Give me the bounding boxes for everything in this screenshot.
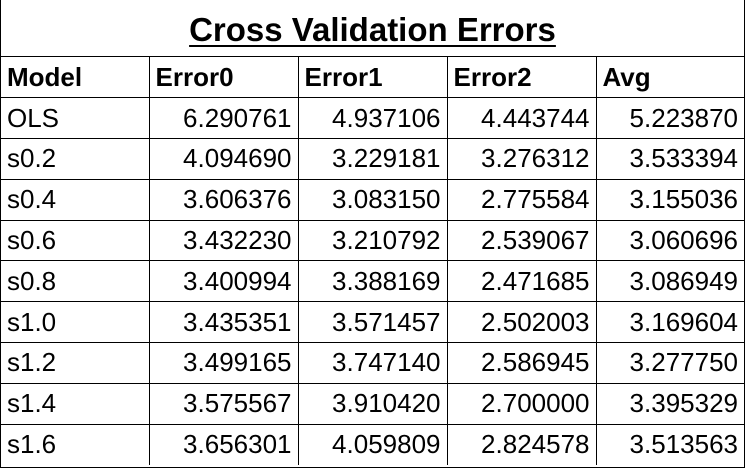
table-row: s1.2 3.499165 3.747140 2.586945 3.277750 [1,342,744,384]
cell-error2: 4.443744 [447,97,597,140]
cell-error2: 2.539067 [447,220,597,262]
cell-avg: 3.155036 [596,179,744,221]
cell-avg: 3.277750 [596,342,744,384]
cell-avg: 3.395329 [596,383,744,425]
cell-error0: 4.094690 [149,138,299,180]
cell-error1: 3.747140 [298,342,448,384]
table-row: s0.8 3.400994 3.388169 2.471685 3.086949 [1,260,744,303]
cell-error1: 3.083150 [298,179,448,221]
cell-error1: 3.210792 [298,220,448,262]
cell-avg: 3.513563 [629,429,738,460]
cell-model: s0.6 [1,220,150,262]
column-header-error0: Error0 [149,57,299,99]
cell-error0: 3.499165 [149,342,299,384]
cell-error1: 3.910420 [298,383,448,425]
table-row: s1.6 3.656301 4.059809 2.824578 3.513563 [1,424,744,465]
column-header-error2: Error2 [447,57,597,99]
cell-error2: 3.276312 [447,138,597,180]
cell-error0: 3.606376 [149,179,299,221]
cell-model: s1.0 [1,301,150,344]
header-row: Model Error0 Error1 Error2 Avg [1,57,744,99]
cell-model: s1.6 [1,424,150,465]
cell-error0: 6.290761 [149,97,299,140]
cell-avg: 3.060696 [596,220,744,262]
cell-error0: 3.575567 [149,383,299,425]
table-row: s1.4 3.575567 3.910420 2.700000 3.395329 [1,383,744,425]
cell-error2: 2.502003 [447,301,597,344]
cell-avg: 3.086949 [596,260,744,303]
cell-error2: 2.471685 [447,260,597,303]
cell-error2: 2.700000 [447,383,597,425]
cell-error2: 2.824578 [447,424,597,465]
cell-error0: 3.432230 [149,220,299,262]
cell-error1: 4.937106 [298,97,448,140]
table-row: s0.6 3.432230 3.210792 2.539067 3.060696 [1,220,744,262]
cell-error1: 3.229181 [298,138,448,180]
table-row: OLS 6.290761 4.937106 4.443744 5.223870 [1,97,744,140]
cell-model: s1.2 [1,342,150,384]
cell-error1: 4.059809 [298,424,448,465]
column-header-avg: Avg [596,57,744,99]
table-row: s1.0 3.435351 3.571457 2.502003 3.169604 [1,301,744,344]
table-row: s0.4 3.606376 3.083150 2.775584 3.155036 [1,179,744,221]
cell-avg: 3.533394 [596,138,744,180]
cell-error2: 2.775584 [447,179,597,221]
column-header-model: Model [1,57,150,99]
column-header-error1: Error1 [298,57,448,99]
cell-error0: 3.400994 [149,260,299,303]
table-row: s0.2 4.094690 3.229181 3.276312 3.533394 [1,138,744,180]
title-row: Cross Validation Errors [1,0,744,57]
cell-error0: 3.435351 [149,301,299,344]
cell-model: s0.2 [1,138,150,180]
cell-error0: 3.656301 [149,424,299,465]
errors-table: Model Error0 Error1 Error2 Avg OLS 6.2907… [1,57,744,465]
table-title: Cross Validation Errors [189,10,556,48]
cell-error2: 2.586945 [447,342,597,384]
cell-model: s0.8 [1,260,150,303]
cell-model: s1.4 [1,383,150,425]
cell-model: OLS [1,97,150,140]
cell-avg: 5.223870 [596,97,744,140]
cell-error1: 3.571457 [298,301,448,344]
cell-avg: 3.169604 [596,301,744,344]
cell-model: s0.4 [1,179,150,221]
cell-error1: 3.388169 [298,260,448,303]
